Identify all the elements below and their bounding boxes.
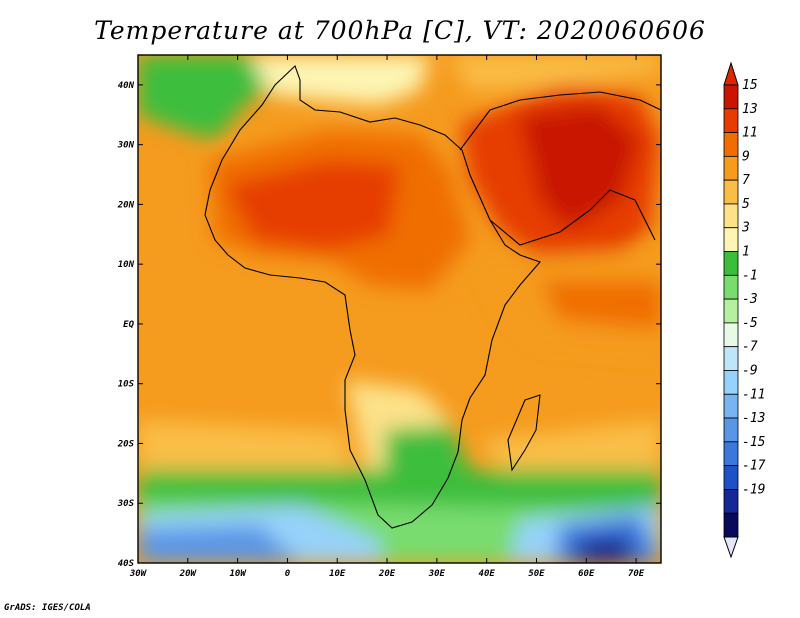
colorbar-swatch: [723, 370, 739, 395]
map-frame: [137, 54, 662, 564]
lat-tick-label: 40S: [118, 559, 135, 569]
lon-tick-label: 50E: [528, 569, 545, 579]
colorbar-swatch: [723, 393, 739, 419]
colorbar-label: -17: [742, 459, 766, 474]
lon-tick-label: 20W: [179, 569, 198, 579]
lon-tick-label: 30W: [129, 569, 148, 579]
lon-tick-label: 40E: [479, 569, 496, 579]
grads-credit: GrADS: IGES/COLA: [4, 603, 91, 613]
colorbar-label: -1: [742, 268, 758, 283]
colorbar-swatch: [723, 227, 739, 252]
colorbar-label: 11: [742, 126, 758, 141]
colorbar-label: 15: [742, 78, 758, 93]
colorbar-swatch: [723, 346, 739, 371]
map-axes: 30W 20W 10W 0 10E 20E 30E 40E 50E 60E 70E 40N 30N 20N…: [117, 55, 661, 579]
colorbar-swatch: [723, 274, 739, 300]
lon-tick-label: 70E: [628, 569, 645, 579]
colorbar-swatch: [723, 84, 739, 110]
colorbar-label: -13: [742, 411, 765, 426]
lat-tick-label: 30S: [117, 499, 135, 509]
lon-tick-label: 30E: [428, 569, 446, 579]
colorbar-swatch: [723, 132, 739, 157]
colorbar-label: -3: [742, 292, 758, 307]
colorbar-swatch: [723, 465, 739, 490]
colorbar-label: -5: [742, 316, 758, 331]
colorbar-bottom-arrow: [723, 536, 739, 559]
colorbar-label: 5: [742, 197, 750, 212]
colorbar-top-arrow: [723, 61, 739, 86]
colorbar-label: 13: [742, 102, 758, 117]
colorbar: 15 13 11 9 7 5 3 1 -1 -3 -5 -7 -9 -11 -13 -15 -17 -19: [723, 61, 766, 559]
lat-tick-label: 10S: [118, 380, 135, 390]
colorbar-swatch: [723, 489, 739, 514]
colorbar-swatch: [723, 108, 739, 133]
colorbar-swatch: [723, 298, 739, 324]
colorbar-swatch: [723, 251, 739, 276]
colorbar-label: -7: [742, 340, 758, 355]
coastlines: [204, 65, 661, 529]
lon-tick-label: 0: [285, 569, 291, 579]
colorbar-label: -11: [742, 387, 765, 402]
colorbar-swatch: [723, 203, 739, 229]
lon-tick-label: 10E: [329, 569, 346, 579]
lat-tick-label: 30N: [117, 141, 135, 151]
colorbar-swatch: [723, 417, 739, 443]
colorbar-label: 3: [741, 221, 750, 236]
colorbar-swatch: [723, 155, 739, 181]
colorbar-label: 7: [742, 173, 750, 188]
colorbar-swatch: [723, 179, 739, 205]
colorbar-label: -9: [742, 363, 758, 378]
lon-tick-label: 60E: [578, 569, 595, 579]
lat-tick-label: EQ: [123, 320, 134, 330]
lat-tick-label: 10N: [118, 260, 135, 270]
colorbar-label: -15: [742, 435, 766, 450]
colorbar-label: 1: [742, 245, 750, 260]
colorbar-label: -19: [742, 482, 765, 497]
colorbar-swatch: [723, 441, 739, 467]
lon-tick-label: 20E: [378, 569, 396, 579]
map-title: Temperature at 700hPa [C], VT: 202006060…: [94, 16, 706, 45]
lat-tick-label: 20N: [117, 200, 135, 210]
lon-tick-label: 10W: [229, 569, 247, 579]
lat-tick-label: 20S: [117, 439, 135, 449]
colorbar-swatch: [723, 322, 739, 348]
colorbar-label: 9: [742, 149, 750, 164]
lat-tick-label: 40N: [118, 81, 135, 91]
temperature-field: [138, 55, 661, 563]
colorbar-swatch: [723, 512, 739, 538]
